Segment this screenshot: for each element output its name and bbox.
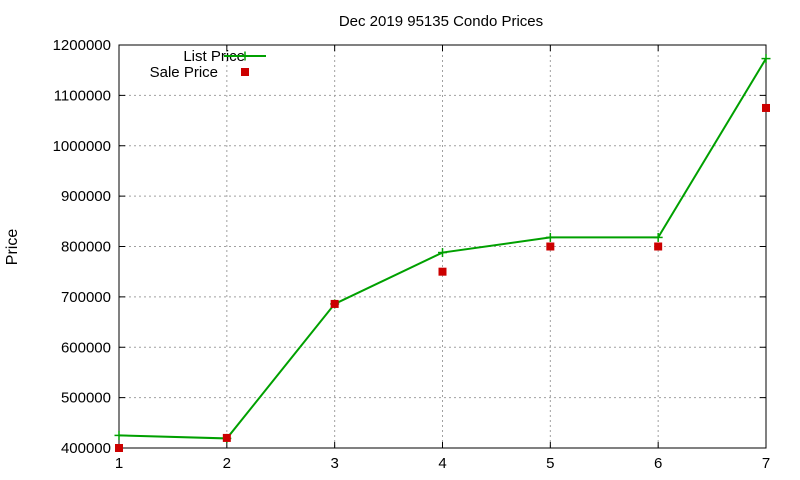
y-tick-label: 500000 xyxy=(61,390,111,407)
y-tick-label: 900000 xyxy=(61,188,111,205)
chart-title: Dec 2019 95135 Condo Prices xyxy=(339,13,543,30)
legend-plus-marker xyxy=(240,51,250,61)
x-tick-label: 6 xyxy=(654,455,662,472)
legend-square-marker xyxy=(241,68,249,76)
sale-price-point xyxy=(654,242,663,251)
legend-label-list-price: List Price xyxy=(183,48,245,65)
sale-price-point xyxy=(115,444,123,452)
list-price-point xyxy=(545,232,555,242)
legend-label-sale-price: Sale Price xyxy=(150,64,218,81)
y-tick-label: 600000 xyxy=(61,339,111,356)
y-axis-label: Price xyxy=(4,229,21,266)
x-tick-label: 2 xyxy=(223,455,231,472)
x-tick-label: 3 xyxy=(330,455,338,472)
y-tick-label: 1100000 xyxy=(54,87,111,104)
x-tick-label: 1 xyxy=(115,455,123,472)
y-tick-label: 1200000 xyxy=(53,37,111,54)
list-price-point xyxy=(438,248,447,258)
sale-price-point xyxy=(438,267,447,276)
sale-price-point xyxy=(762,103,770,112)
grid-lines xyxy=(119,45,766,448)
list-price-point xyxy=(653,232,663,242)
sale-price-point xyxy=(222,433,231,442)
y-tick-label: 800000 xyxy=(61,239,111,256)
y-tick-label: 700000 xyxy=(61,289,111,306)
axis-ticks: 400000 500000 600000 700000 800000 900000 1000… xyxy=(53,37,771,472)
list-price-point xyxy=(761,54,771,64)
y-tick-label: 400000 xyxy=(61,440,111,457)
sale-price-point xyxy=(330,299,339,308)
x-tick-label: 7 xyxy=(762,455,770,472)
x-tick-label: 4 xyxy=(438,455,446,472)
sale-price-point xyxy=(546,242,555,251)
series-layer xyxy=(114,54,771,452)
list-price-point xyxy=(114,430,124,440)
x-tick-label: 5 xyxy=(546,455,554,472)
y-tick-label: 1000000 xyxy=(53,138,111,155)
